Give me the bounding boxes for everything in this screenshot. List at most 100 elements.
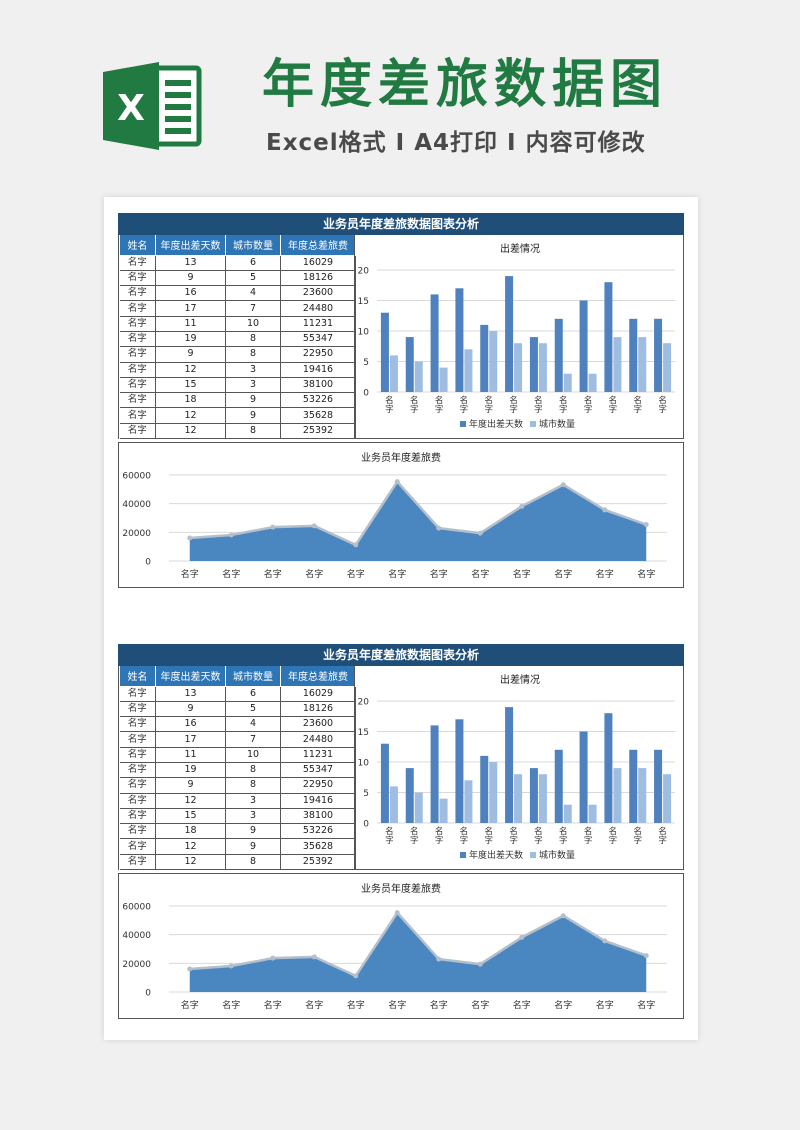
x-tick-label: 名字	[305, 999, 323, 1011]
table-row: 名字 19 8 55347	[119, 762, 356, 779]
bar-days	[529, 768, 538, 823]
y-tick-label: 20	[358, 267, 370, 277]
x-tick-label: 字	[509, 404, 518, 415]
legend-label: 年度出差天数	[469, 849, 523, 861]
table-cell: 12	[155, 838, 226, 855]
bar-cities	[514, 774, 523, 823]
bar-cities	[414, 792, 423, 823]
table-cell: 12	[155, 407, 226, 424]
table-cell: 11	[155, 747, 226, 763]
x-tick-label: 名字	[471, 568, 489, 580]
table-cell: 17	[155, 300, 226, 317]
table-cell: 55347	[280, 762, 356, 779]
legend-swatch	[460, 421, 466, 427]
y-tick-label: 40000	[122, 500, 151, 510]
column-header: 姓名	[119, 235, 156, 256]
table-cell: 3	[225, 793, 281, 809]
x-tick-label: 名字	[305, 568, 323, 580]
bar-cities	[464, 349, 473, 392]
table-cell: 名字	[119, 716, 156, 733]
bar-days	[455, 719, 464, 823]
x-tick-label: 名	[509, 826, 518, 837]
document-page: 业务员年度差旅数据图表分析 姓名 年度出差天数 城市数量 年度总差旅费 名字 13 6 16…	[104, 197, 698, 1040]
table-cell: 名字	[119, 854, 156, 871]
x-tick-label: 名	[559, 395, 568, 406]
data-point	[311, 523, 317, 529]
column-header: 年度出差天数	[155, 666, 226, 687]
table-cell: 名字	[119, 423, 156, 440]
table-cell: 18126	[280, 701, 356, 718]
table-cell: 9	[225, 823, 281, 840]
report-block-1: 业务员年度差旅数据图表分析 姓名 年度出差天数 城市数量 年度总差旅费 名字 13 6 16…	[118, 213, 684, 590]
table-cell: 8	[225, 346, 281, 363]
page-title: 年度差旅数据图	[262, 55, 669, 115]
table-cell: 13	[155, 686, 226, 702]
y-tick-label: 0	[145, 558, 151, 568]
table-cell: 12	[155, 362, 226, 378]
x-tick-label: 名	[633, 395, 642, 406]
table-row: 名字 13 6 16029	[119, 686, 356, 702]
y-tick-label: 0	[363, 389, 369, 399]
y-tick-label: 0	[363, 820, 369, 830]
x-tick-label: 字	[484, 404, 493, 415]
data-point	[519, 503, 525, 509]
x-tick-label: 字	[658, 404, 667, 415]
x-tick-label: 字	[435, 404, 444, 415]
bar-cities	[464, 780, 473, 823]
table-cell: 名字	[119, 377, 156, 394]
bar-days	[579, 731, 588, 823]
x-tick-label: 名	[534, 395, 543, 406]
y-tick-label: 15	[358, 297, 369, 307]
table-cell: 名字	[119, 686, 156, 702]
table-header-row: 姓名 年度出差天数 城市数量 年度总差旅费	[119, 235, 356, 256]
bar-days	[629, 749, 638, 823]
bar-days	[405, 337, 414, 392]
table-cell: 18	[155, 823, 226, 840]
table-cell: 18	[155, 392, 226, 409]
bar-days	[430, 294, 439, 392]
table-cell: 13	[155, 255, 226, 271]
bar-days	[579, 300, 588, 392]
data-point	[353, 542, 359, 548]
bar-cities	[588, 804, 597, 823]
table-cell: 11231	[280, 747, 356, 763]
bar-chart: 出差情况05101520名字名字名字名字名字名字名字名字名字名字名字名字年度出差…	[358, 673, 675, 861]
data-point	[187, 966, 193, 972]
data-point	[560, 482, 566, 488]
x-tick-label: 名	[385, 395, 394, 406]
bar-cities	[663, 343, 672, 392]
y-tick-label: 10	[358, 328, 370, 338]
table-cell: 名字	[119, 316, 156, 332]
table-body: 名字 13 6 16029 名字 9 5 18126 名字 16 4 23600 名字 17 7 24480 名…	[119, 255, 356, 440]
table-cell: 9	[155, 346, 226, 363]
table-cell: 8	[225, 777, 281, 794]
report-title: 业务员年度差旅数据图表分析	[118, 644, 684, 666]
table-body: 名字 13 6 16029 名字 9 5 18126 名字 16 4 23600 名字 17 7 24480 名…	[119, 686, 356, 871]
x-tick-label: 字	[584, 404, 593, 415]
table-cell: 9	[225, 407, 281, 424]
bar-cities	[563, 373, 572, 392]
x-tick-label: 名字	[181, 568, 199, 580]
x-tick-label: 名字	[513, 568, 531, 580]
bar-cities	[538, 774, 547, 823]
table-cell: 22950	[280, 346, 356, 363]
x-tick-label: 名	[559, 826, 568, 837]
table-cell: 3	[225, 362, 281, 378]
area-chart-panel: 业务员年度差旅费 0 20000 40000 60000 名字 名字 名字 名字 名字 名字 名字 名字…	[118, 873, 684, 1019]
x-tick-label: 名字	[264, 568, 282, 580]
table-cell: 名字	[119, 285, 156, 302]
x-tick-label: 名	[534, 826, 543, 837]
table-row: 名字 18 9 53226	[119, 392, 356, 409]
data-point	[436, 956, 442, 962]
table-row: 名字 12 9 35628	[119, 838, 356, 855]
table-cell: 8	[225, 762, 281, 779]
x-tick-label: 名字	[596, 999, 614, 1011]
table-row: 名字 9 8 22950	[119, 346, 356, 363]
table-cell: 9	[155, 701, 226, 718]
x-tick-label: 字	[484, 835, 493, 846]
data-table-wrap: 姓名 年度出差天数 城市数量 年度总差旅费 名字 13 6 16029 名字 9 5 18126 名字…	[118, 235, 356, 440]
x-tick-label: 名字	[388, 568, 406, 580]
table-row: 名字 12 8 25392	[119, 854, 356, 871]
table-cell: 5	[225, 270, 281, 287]
data-point	[643, 522, 649, 528]
